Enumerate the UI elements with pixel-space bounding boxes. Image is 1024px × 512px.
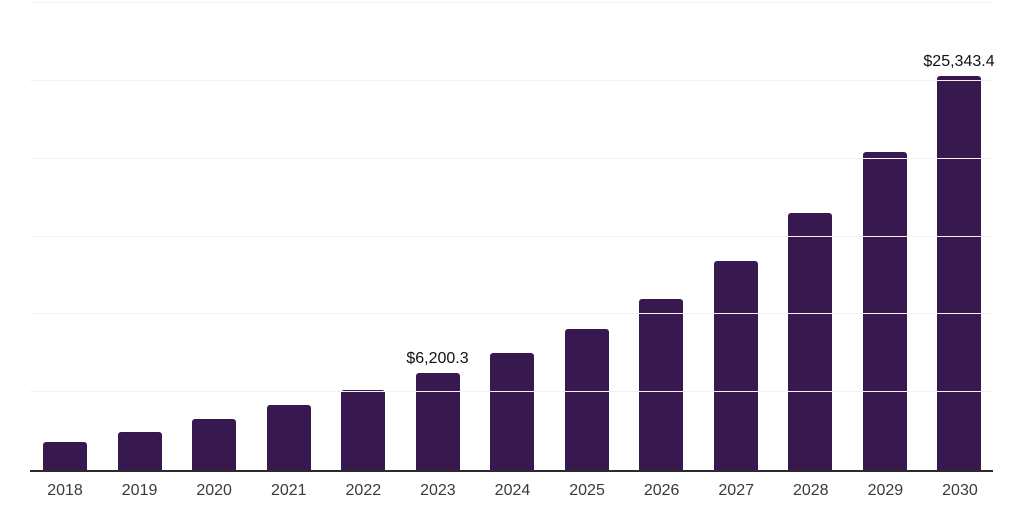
grid-line-30000 bbox=[30, 2, 993, 3]
bar-2029 bbox=[862, 152, 907, 470]
value-label-2023: $6,200.3 bbox=[406, 350, 469, 368]
plot-area: $6,200.3 $25,343.4 bbox=[30, 2, 995, 472]
bar-2030: $25,343.4 bbox=[923, 53, 995, 470]
x-tick-label-2024: 2024 bbox=[494, 482, 531, 499]
bar-2021 bbox=[266, 405, 311, 470]
x-tick-label-2023: 2023 bbox=[420, 482, 456, 499]
bar-2026 bbox=[639, 298, 683, 470]
x-tick-label-2030: 2030 bbox=[942, 482, 978, 499]
bar-2025 bbox=[564, 329, 609, 470]
x-axis: 2018 2019 2020 2021 2022 2023 2024 2025 2026 2027… bbox=[43, 483, 982, 499]
x-tick-label-2020: 2020 bbox=[196, 482, 232, 499]
x-tick-label-2025: 2025 bbox=[569, 482, 605, 499]
bar-2022 bbox=[341, 389, 385, 470]
bar-2019 bbox=[117, 431, 162, 470]
x-tick-label-2018: 2018 bbox=[47, 482, 83, 499]
x-tick-label-2029: 2029 bbox=[867, 482, 904, 499]
x-tick-label-2027: 2027 bbox=[718, 482, 754, 499]
value-label-2030: $25,343.4 bbox=[923, 52, 995, 70]
x-tick-label-2028: 2028 bbox=[792, 482, 829, 499]
bar-2028 bbox=[788, 213, 832, 470]
x-tick-label-2022: 2022 bbox=[345, 482, 382, 499]
bars-row: $6,200.3 $25,343.4 bbox=[43, 3, 995, 470]
bar-2027 bbox=[713, 260, 758, 470]
x-tick-label-2021: 2021 bbox=[270, 482, 307, 499]
bar-2020 bbox=[192, 418, 236, 470]
grid-line-5000 bbox=[30, 391, 993, 393]
x-tick-label-2019: 2019 bbox=[121, 482, 158, 499]
grid-line-10000 bbox=[30, 313, 993, 315]
bar-2024 bbox=[490, 353, 534, 470]
bar-2018 bbox=[43, 441, 87, 470]
grid-line-15000 bbox=[30, 235, 993, 237]
grid-line-20000 bbox=[30, 157, 993, 159]
bar-2023: $6,200.3 bbox=[406, 351, 469, 470]
x-tick-label-2026: 2026 bbox=[643, 482, 680, 499]
grid-line-25000 bbox=[30, 79, 993, 81]
